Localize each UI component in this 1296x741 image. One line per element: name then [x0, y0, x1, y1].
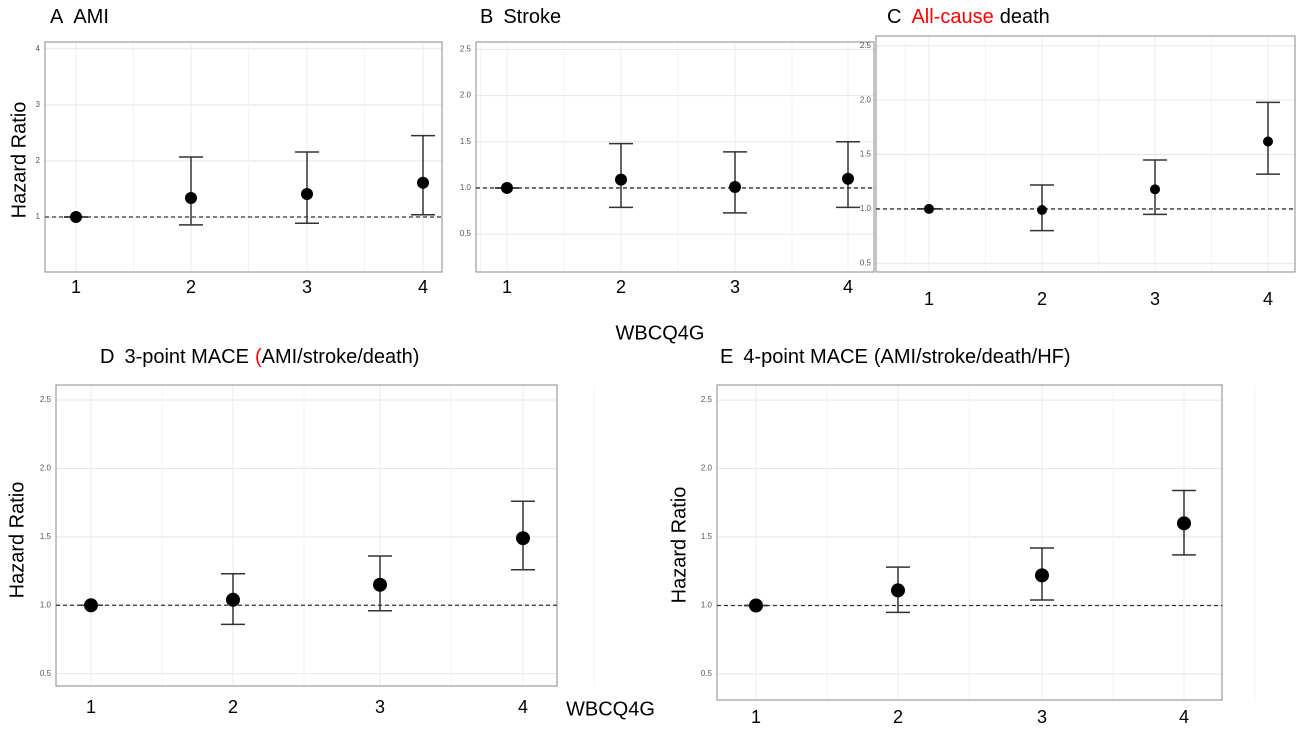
x-tick-label: 1: [502, 277, 512, 297]
y-tick-label: 1.5: [701, 532, 713, 541]
panel-title: A AMI: [50, 6, 109, 28]
panel-border: [44, 41, 443, 273]
point: [301, 188, 313, 201]
x-tick-label: 1: [71, 277, 81, 297]
point: [749, 598, 763, 613]
y-tick-label: 2.0: [860, 95, 872, 104]
point: [842, 172, 854, 185]
y-tick-label: 1.0: [860, 204, 872, 213]
y-tick-label: 2.0: [460, 91, 472, 100]
x-tick-label: 2: [616, 277, 626, 297]
point: [70, 211, 82, 224]
x-axis-label: WBCQ4G: [566, 698, 655, 720]
y-tick-label: 4: [36, 44, 41, 53]
y-tick-label: 2.0: [40, 464, 52, 473]
panel-border: [716, 384, 1223, 701]
point: [1263, 136, 1273, 147]
point: [373, 577, 387, 592]
point: [1037, 205, 1047, 216]
point: [501, 181, 513, 194]
y-tick-label: 1.5: [40, 532, 52, 541]
y-tick-label: 2.0: [701, 464, 713, 473]
y-tick-label: 0.5: [40, 669, 52, 678]
panel-label: D: [100, 346, 114, 368]
panel-label: A: [50, 6, 64, 28]
y-axis-label: Hazard Ratio: [8, 102, 30, 219]
y-tick-label: 2.5: [860, 41, 872, 50]
point: [185, 191, 197, 204]
title-part: (AMI/stroke/death/HF): [874, 346, 1071, 368]
x-tick-label: 2: [1037, 289, 1047, 309]
y-tick-label: 1.5: [460, 137, 472, 146]
point: [84, 598, 98, 613]
title-part: All-cause: [911, 6, 993, 28]
x-tick-label: 4: [418, 277, 428, 297]
y-tick-label: 1: [36, 212, 41, 221]
panel-title: C All-cause death: [887, 6, 1050, 28]
point: [615, 173, 627, 186]
x-tick-label: 4: [518, 697, 528, 717]
x-tick-label: 1: [751, 707, 761, 727]
y-tick-label: 0.5: [860, 258, 872, 267]
point: [729, 181, 741, 194]
point: [1035, 568, 1049, 583]
x-tick-label: 3: [1150, 289, 1160, 309]
title-part: Stroke: [503, 6, 561, 28]
y-tick-label: 3: [36, 100, 41, 109]
y-tick-label: 2.5: [40, 395, 52, 404]
x-tick-label: 3: [302, 277, 312, 297]
y-axis-label: Hazard Ratio: [6, 482, 28, 599]
x-tick-label: 1: [86, 697, 96, 717]
y-tick-label: 1.5: [860, 150, 872, 159]
panel-border: [475, 41, 875, 273]
panel-title: B Stroke: [480, 6, 561, 28]
title-part: 3-point MACE: [124, 346, 249, 368]
y-tick-label: 2: [36, 156, 41, 165]
point: [891, 583, 905, 598]
x-tick-label: 2: [893, 707, 903, 727]
title-part: AMI/stroke/death): [262, 346, 420, 368]
x-tick-label: 4: [1179, 707, 1189, 727]
point: [1177, 516, 1191, 531]
panel-label: B: [480, 6, 493, 28]
x-tick-label: 4: [843, 277, 853, 297]
x-tick-label: 3: [1037, 707, 1047, 727]
panel-border: [875, 35, 1296, 273]
title-part: AMI: [73, 6, 109, 28]
point: [417, 176, 429, 189]
y-tick-label: 0.5: [460, 229, 472, 238]
x-tick-label: 3: [730, 277, 740, 297]
panel-title: E 4-point MACE (AMI/stroke/death/HF): [720, 346, 1071, 368]
title-part: (: [255, 346, 262, 368]
y-tick-label: 1.0: [701, 601, 713, 610]
y-tick-label: 2.5: [460, 44, 472, 53]
x-tick-label: 2: [186, 277, 196, 297]
point: [924, 203, 934, 214]
y-tick-label: 0.5: [701, 669, 713, 678]
title-part: death: [1000, 6, 1050, 28]
x-axis-label: WBCQ4G: [616, 322, 705, 344]
panel-label: C: [887, 6, 901, 28]
panel-title: D 3-point MACE (AMI/stroke/death): [100, 346, 419, 368]
panel-label: E: [720, 346, 733, 368]
x-tick-label: 2: [228, 697, 238, 717]
point: [226, 592, 240, 607]
y-tick-label: 1.0: [460, 183, 472, 192]
y-tick-label: 1.0: [40, 600, 52, 609]
y-axis-label: Hazard Ratio: [668, 487, 690, 604]
point: [1150, 184, 1160, 195]
point: [516, 531, 530, 546]
panel-border: [55, 384, 558, 687]
x-tick-label: 1: [924, 289, 934, 309]
x-tick-label: 3: [375, 697, 385, 717]
x-tick-label: 4: [1263, 289, 1273, 309]
y-tick-label: 2.5: [701, 395, 713, 404]
title-part: 4-point MACE: [743, 346, 868, 368]
